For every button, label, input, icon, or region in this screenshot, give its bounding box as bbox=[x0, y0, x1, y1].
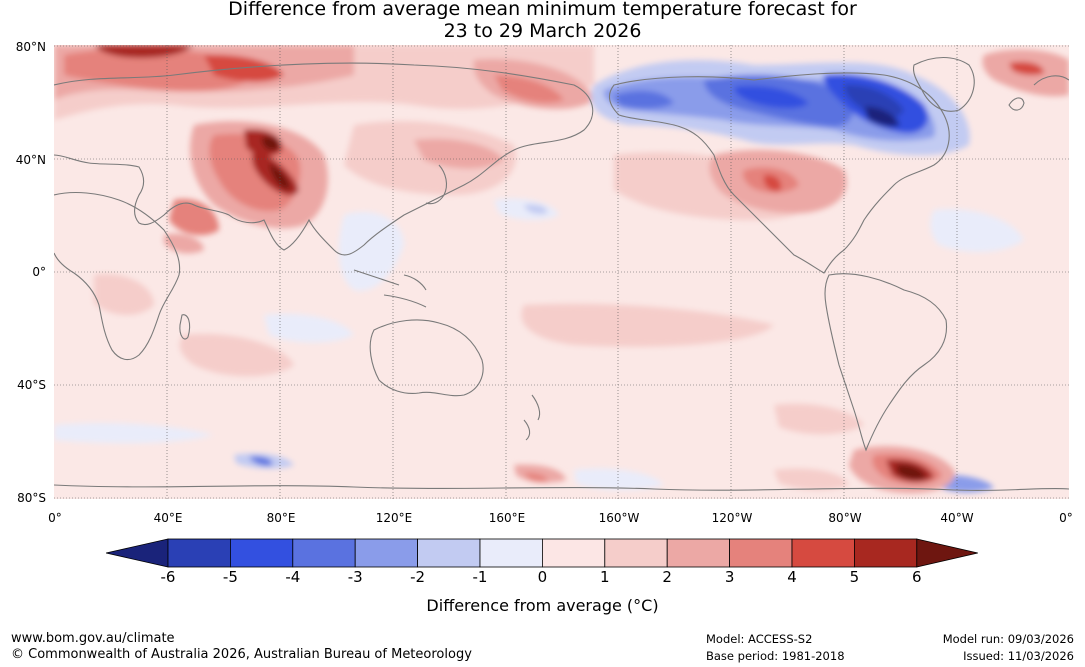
footer-issued: Issued: 11/03/2026 bbox=[963, 649, 1074, 663]
lon-label-80w: 80°W bbox=[828, 511, 862, 525]
colorbar-cell bbox=[292, 538, 356, 568]
lat-label-40s: 40°S bbox=[17, 378, 46, 392]
coastlines bbox=[54, 56, 1069, 492]
anomaly-field bbox=[54, 45, 1069, 494]
colorbar-tick-label: 1 bbox=[600, 568, 610, 586]
footer-model-run: Model run: 09/03/2026 bbox=[942, 632, 1074, 646]
colorbar-cell bbox=[791, 538, 855, 568]
colorbar-cell bbox=[729, 538, 793, 568]
colorbar-tick-label: -3 bbox=[347, 568, 363, 586]
lon-label-160w: 160°W bbox=[598, 511, 640, 525]
colorbar-cell bbox=[604, 538, 668, 568]
graticule bbox=[54, 45, 1069, 499]
colorbar-tick-label: 4 bbox=[787, 568, 797, 586]
lat-label-80s: 80°S bbox=[17, 491, 46, 505]
colorbar-tick-label: -6 bbox=[160, 568, 176, 586]
map-title-line-2: 23 to 29 March 2026 bbox=[443, 20, 642, 42]
colorbar-cell bbox=[167, 538, 231, 568]
colorbar-tick-label: 6 bbox=[912, 568, 922, 586]
colorbar-cap-low bbox=[106, 538, 169, 568]
colorbar-tick-label: -2 bbox=[410, 568, 426, 586]
colorbar-tick-label: 2 bbox=[662, 568, 672, 586]
colorbar-cells bbox=[106, 538, 978, 568]
temperature-anomaly-map bbox=[54, 45, 1069, 499]
lon-label-120e: 120°E bbox=[375, 511, 413, 525]
colorbar-tick-label: -1 bbox=[472, 568, 488, 586]
map-title-line-1: Difference from average mean minimum tem… bbox=[228, 0, 857, 20]
colorbar bbox=[106, 538, 978, 568]
colorbar-cell bbox=[354, 538, 418, 568]
lon-label-120w: 120°W bbox=[711, 511, 753, 525]
lon-label-0-east: 0° bbox=[1059, 511, 1073, 525]
lon-label-80e: 80°E bbox=[266, 511, 296, 525]
footer-url: www.bom.gov.au/climate bbox=[11, 631, 175, 646]
footer-copyright: © Commonwealth of Australia 2026, Austra… bbox=[11, 647, 472, 662]
lat-label-40n: 40°N bbox=[15, 153, 46, 167]
footer-base-period: Base period: 1981-2018 bbox=[706, 649, 845, 663]
colorbar-tick-label: 3 bbox=[724, 568, 735, 586]
colorbar-cell bbox=[479, 538, 543, 568]
colorbar-cell bbox=[230, 538, 294, 568]
colorbar-tick-label: -5 bbox=[222, 568, 238, 586]
lon-label-160e: 160°E bbox=[488, 511, 526, 525]
colorbar-tick-label: -4 bbox=[285, 568, 301, 586]
colorbar-cell bbox=[541, 538, 606, 568]
lon-label-40e: 40°E bbox=[153, 511, 183, 525]
colorbar-cap-high bbox=[916, 538, 978, 568]
lon-label-40w: 40°W bbox=[940, 511, 974, 525]
colorbar-cell bbox=[854, 538, 918, 568]
colorbar-tick-label: 5 bbox=[849, 568, 860, 586]
colorbar-tick-label: 0 bbox=[537, 568, 548, 586]
colorbar-label: Difference from average (°C) bbox=[426, 596, 659, 615]
lat-label-0: 0° bbox=[32, 265, 46, 279]
colorbar-cell bbox=[417, 538, 481, 568]
lon-label-0: 0° bbox=[48, 511, 62, 525]
footer-model: Model: ACCESS-S2 bbox=[706, 632, 813, 646]
lat-label-80n: 80°N bbox=[15, 40, 46, 54]
colorbar-cell bbox=[666, 538, 731, 568]
